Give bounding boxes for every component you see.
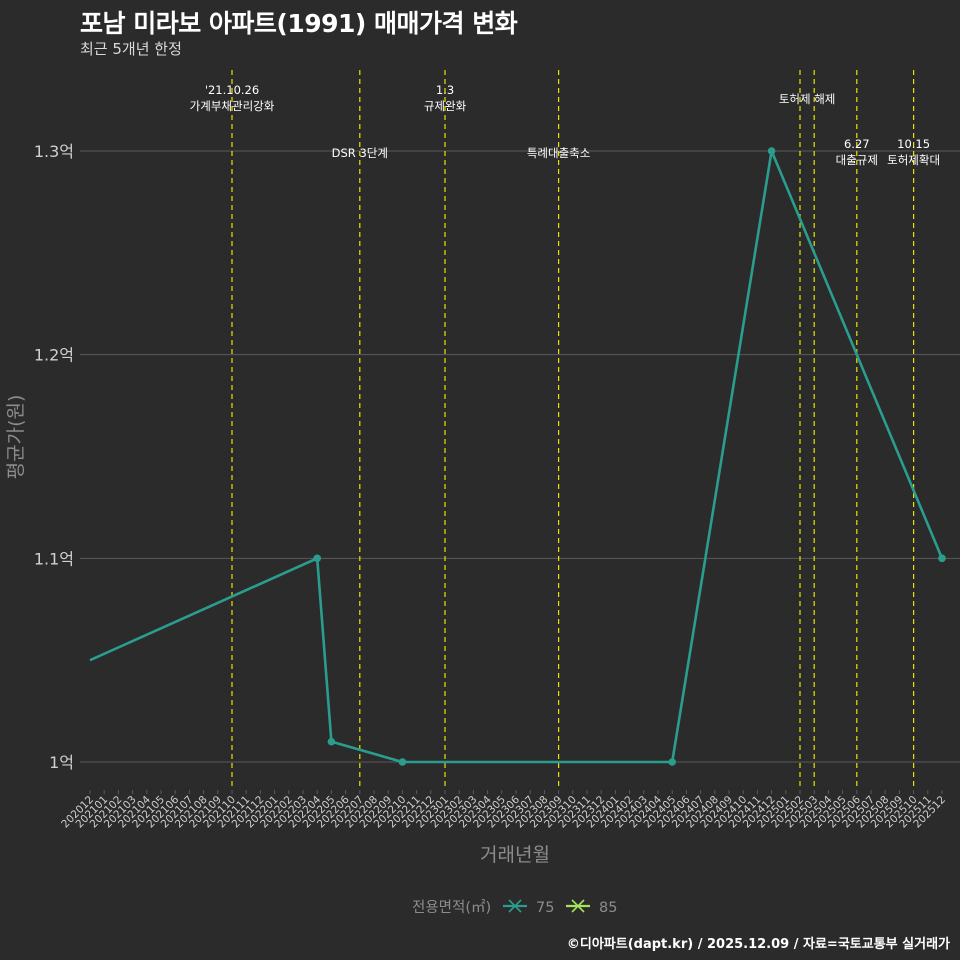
event-label: '21.10.26: [205, 83, 259, 97]
data-point: [668, 758, 676, 766]
legend-label: 75: [536, 900, 554, 916]
source-caption: ©디아파트(dapt.kr) / 2025.12.09 / 자료=국토교통부 실…: [566, 937, 950, 952]
chart-title: 포남 미라보 아파트(1991) 매매가격 변화: [80, 9, 518, 38]
event-label: 토허제 해제: [779, 92, 836, 106]
x-axis-title: 거래년월: [480, 844, 550, 866]
event-label: 특례대출축소: [527, 146, 590, 160]
legend-key-cross: [508, 899, 522, 913]
data-point: [327, 737, 336, 746]
y-axis: 1억 1.1억 1.2억 1.3억: [34, 142, 74, 772]
y-axis-title: 평균가(원): [5, 395, 27, 480]
data-point: [313, 554, 322, 563]
y-tick-label: 1.3억: [34, 142, 74, 161]
event-label: 토허제확대: [887, 153, 940, 167]
legend-key-cross: [571, 899, 585, 913]
event-label: 대출규제: [836, 153, 878, 167]
series-layer: [89, 147, 946, 766]
event-label: 6.27: [844, 137, 870, 151]
data-point: [767, 147, 776, 155]
legend: 전용면적(㎡) 75 85: [412, 899, 617, 916]
legend-label: 85: [599, 900, 617, 916]
data-point: [398, 758, 407, 766]
legend-title: 전용면적(㎡): [412, 899, 491, 916]
data-point: [938, 554, 946, 563]
y-tick-label: 1억: [49, 753, 74, 772]
grid-lines: [80, 150, 960, 763]
y-tick-label: 1.2억: [34, 346, 74, 365]
event-label: 10.15: [897, 137, 930, 151]
event-label: 규제완화: [424, 99, 467, 113]
event-label: 1.3: [436, 83, 454, 97]
chart-subtitle: 최근 5개년 한정: [80, 40, 182, 58]
x-axis: 2020122021012021022021032021042021052021…: [59, 790, 948, 830]
event-label: 가계부채관리강화: [190, 99, 275, 113]
y-tick-label: 1.1억: [34, 549, 74, 568]
event-label: DSR 3단계: [332, 146, 388, 160]
